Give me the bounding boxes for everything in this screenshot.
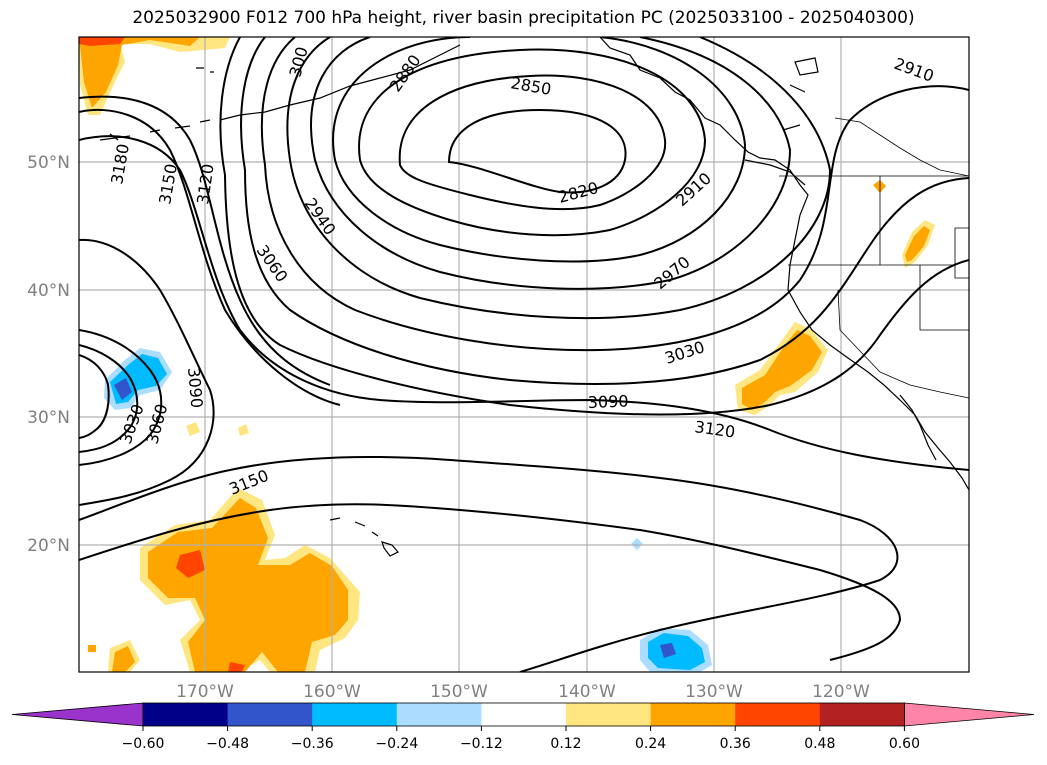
- colorbar-tick-label: 0.24: [635, 736, 666, 752]
- figure-title: 2025032900 F012 700 hPa height, river ba…: [132, 8, 915, 28]
- colorbar-tick-label: 0.36: [720, 736, 751, 752]
- state-borders: [779, 117, 969, 399]
- colorbar-segment: [819, 703, 905, 726]
- latitude-labels: 50°N 40°N 30°N 20°N: [27, 153, 70, 556]
- colorbar-segment: [312, 703, 398, 726]
- lon-tick-label: 120°W: [812, 682, 870, 702]
- lat-tick-label: 40°N: [27, 281, 70, 301]
- lat-tick-label: 50°N: [27, 153, 70, 173]
- coastlines: [99, 37, 969, 557]
- lon-tick-label: 150°W: [430, 682, 488, 702]
- contour-label: 3090: [184, 367, 206, 409]
- colorbar: −0.60 −0.48 −0.36 −0.24 −0.12 0.12 0.24 0.36 0.4…: [11, 702, 1035, 752]
- colorbar-segment: [735, 703, 821, 726]
- lat-tick-label: 30°N: [27, 408, 70, 428]
- colorbar-tick-label: −0.36: [291, 736, 334, 752]
- precip-positive-areas: [79, 37, 935, 672]
- colorbar-segment: [143, 703, 229, 726]
- colorbar-tick-label: 0.48: [804, 736, 835, 752]
- colorbar-extend-high: [904, 702, 1035, 727]
- colorbar-tick-label: 0.12: [550, 736, 581, 752]
- map-gridlines: [79, 37, 969, 672]
- map-frame: [78, 36, 970, 673]
- colorbar-outline: [142, 702, 905, 727]
- colorbar-ticks: −0.60 −0.48 −0.36 −0.24 −0.12 0.12 0.24 0.36 0.4…: [122, 726, 920, 752]
- colorbar-segment: [566, 703, 652, 726]
- colorbar-extend-low: [11, 702, 144, 727]
- colorbar-segments: [11, 702, 1035, 727]
- colorbar-tick-label: −0.48: [206, 736, 249, 752]
- colorbar-tick-label: −0.60: [122, 736, 165, 752]
- contour-label: 3090: [587, 392, 628, 412]
- colorbar-tick-label: −0.12: [460, 736, 503, 752]
- colorbar-tick-label: −0.24: [375, 736, 418, 752]
- height-contours: [79, 37, 969, 672]
- lat-tick-label: 20°N: [27, 536, 70, 556]
- lon-tick-label: 140°W: [558, 682, 616, 702]
- lon-tick-label: 170°W: [176, 682, 234, 702]
- lon-tick-label: 160°W: [303, 682, 361, 702]
- lon-tick-label: 130°W: [685, 682, 743, 702]
- colorbar-segment: [650, 703, 736, 726]
- colorbar-segment: [481, 703, 567, 726]
- precip-negative-areas: [104, 348, 712, 672]
- colorbar-segment: [227, 703, 313, 726]
- longitude-labels: 170°W 160°W 150°W 140°W 130°W 120°W: [176, 682, 870, 702]
- colorbar-segment: [396, 703, 482, 726]
- colorbar-tick-label: 0.60: [889, 736, 920, 752]
